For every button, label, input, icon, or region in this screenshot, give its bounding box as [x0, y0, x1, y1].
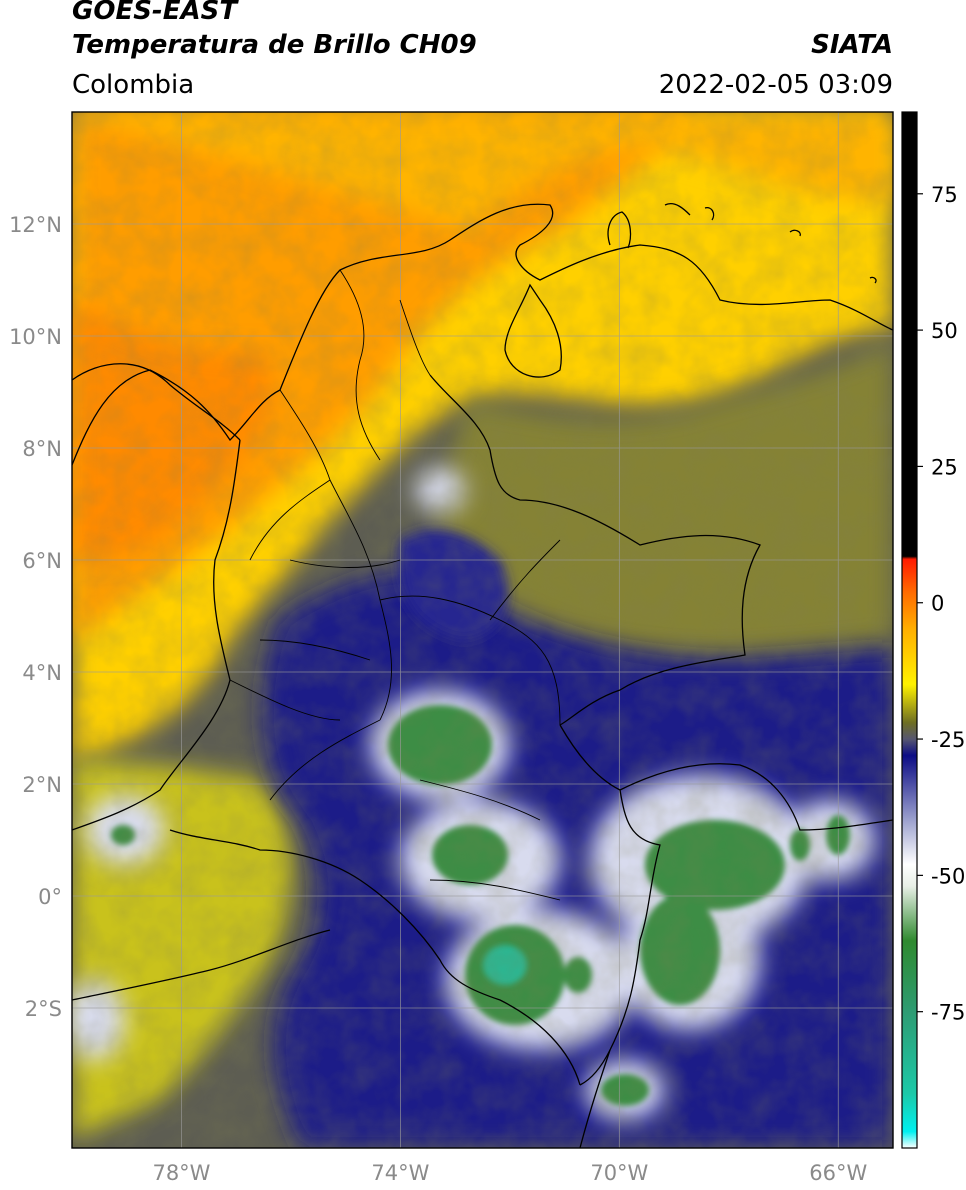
- colorbar: 75 50 25 0 -25 -50 -75: [901, 111, 965, 1149]
- coastlines-borders: [72, 203, 893, 1148]
- latitude-tick-label: 6°N: [22, 549, 62, 573]
- colorbar-gradient: [902, 112, 917, 1148]
- longitude-tick-label: 74°W: [371, 1161, 429, 1185]
- longitude-tick-label: 66°W: [809, 1161, 867, 1185]
- product-title: Temperatura de Brillo CH09: [72, 30, 477, 60]
- datetime-label: 2022-02-05 03:09: [658, 70, 893, 100]
- latitude-tick-label: 8°N: [22, 437, 62, 461]
- colorbar-tick-label: -25: [931, 728, 965, 752]
- colorbar-tick-label: 0: [931, 592, 944, 616]
- latitude-tick-label: 4°N: [22, 661, 62, 685]
- latitude-tick-label: 12°N: [9, 213, 62, 237]
- latitude-tick-label: 2°N: [22, 773, 62, 797]
- brightness-temperature-field: [72, 112, 893, 1148]
- colorbar-tick-label: 50: [931, 319, 958, 343]
- longitude-tick-label: 70°W: [590, 1161, 648, 1185]
- colorbar-tick-label: -75: [931, 1001, 965, 1025]
- org-label: SIATA: [811, 30, 893, 60]
- latitude-tick-label: 0°: [38, 885, 62, 909]
- colorbar-tick-label: 25: [931, 455, 958, 479]
- colorbar-tick-label: 75: [931, 183, 958, 207]
- latitude-tick-label: 10°N: [9, 325, 62, 349]
- latitude-tick-label: 2°S: [25, 997, 62, 1021]
- colorbar-tick-label: -50: [931, 864, 965, 888]
- colorbar-frame: [901, 111, 918, 1149]
- region-label: Colombia: [72, 70, 195, 100]
- longitude-tick-label: 78°W: [152, 1161, 210, 1185]
- map-frame: [71, 111, 894, 1149]
- latitude-labels: 12°N 10°N 8°N 6°N 4°N 2°N 0° 2°S: [9, 213, 62, 1021]
- map-gridlines: [72, 112, 893, 1148]
- satellite-title: GOES-EAST: [72, 0, 238, 26]
- longitude-labels: 78°W 74°W 70°W 66°W: [152, 1161, 867, 1185]
